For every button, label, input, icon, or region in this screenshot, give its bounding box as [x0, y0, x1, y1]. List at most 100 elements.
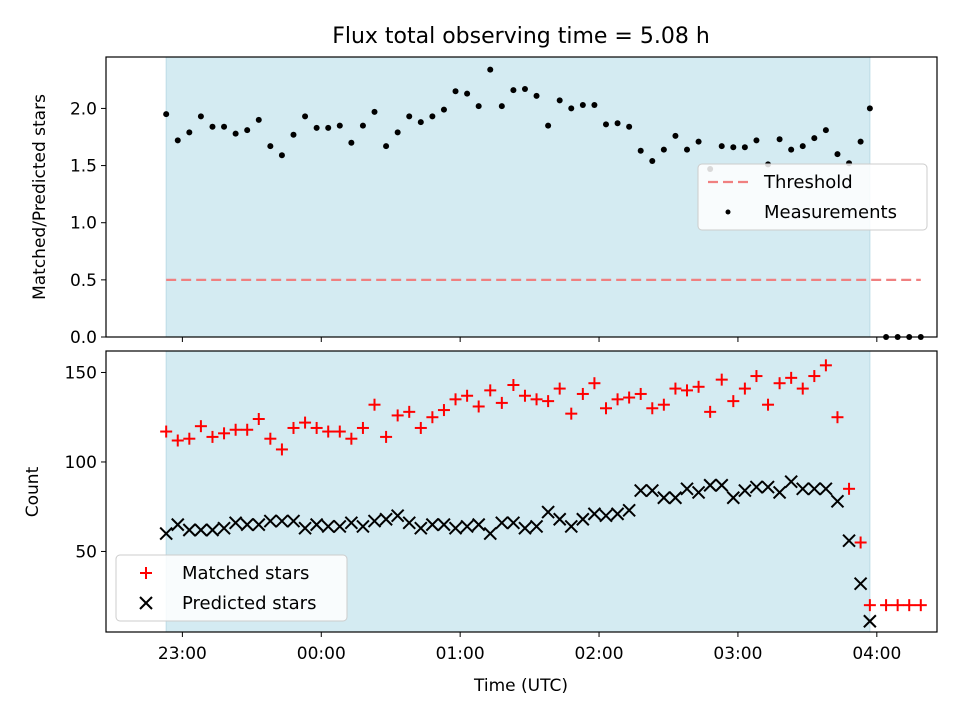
bottom-matched-point [727, 395, 740, 408]
bottom-predicted-point [541, 505, 555, 519]
bottom-matched-point [322, 425, 335, 438]
bottom-x-tick-label: 02:00 [575, 644, 624, 664]
top-subplot: 0.0 0.5 1.0 1.5 2.0 Threshold Measurements [70, 56, 938, 348]
x-axis-label: Time (UTC) [473, 676, 568, 696]
bottom-predicted-point [645, 483, 659, 498]
top-point [232, 130, 239, 137]
bottom-legend-box [115, 554, 348, 622]
top-point [197, 113, 204, 120]
top-point [174, 137, 181, 144]
top-point [776, 136, 783, 143]
bottom-predicted-point [668, 491, 683, 505]
top-point [626, 123, 633, 130]
top-point [209, 123, 216, 130]
top-point [649, 158, 656, 164]
bottom-subplot: 50 100 150 23:00 00:00 01:00 02:00 03:00 04:00 Ma… [65, 350, 938, 664]
top-point [313, 124, 320, 131]
bottom-matched-point [206, 430, 219, 443]
chart-title: Flux total observing time = 5.08 h [332, 24, 710, 49]
bottom-predicted-point [691, 485, 706, 500]
bottom-matched-point [275, 443, 288, 456]
bottom-matched-point [819, 359, 832, 372]
bottom-predicted-point [275, 514, 289, 528]
bottom-predicted-point [749, 480, 764, 494]
bottom-matched-point [565, 407, 578, 420]
top-point [695, 138, 702, 145]
bottom-matched-point [646, 402, 659, 415]
bottom-predicted-point [344, 516, 359, 530]
bottom-matched-point [264, 432, 277, 445]
top-point [244, 127, 251, 134]
top-point [325, 124, 332, 131]
bottom-predicted-point [564, 519, 578, 534]
bottom-predicted-point [309, 517, 324, 532]
top-point [429, 113, 436, 120]
bottom-matched-point [171, 434, 184, 447]
top-point [857, 138, 864, 145]
top-point [556, 97, 563, 104]
bottom-legend-swatch [139, 596, 153, 610]
bottom-matched-point [750, 370, 763, 383]
bottom-predicted-point [506, 516, 521, 530]
bottom-matched-point [484, 384, 497, 397]
top-point [464, 90, 471, 97]
bottom-matched-point [414, 421, 427, 434]
bottom-predicted-point [379, 512, 393, 526]
bottom-matched-point [880, 599, 893, 612]
top-point [718, 143, 725, 150]
bottom-y-tick-label: 50 [75, 542, 97, 562]
bottom-predicted-point [321, 519, 335, 534]
bottom-predicted-point [252, 517, 266, 532]
top-point [498, 103, 505, 110]
bottom-matched-point [854, 536, 867, 549]
bottom-legend-entry: Predicted stars [139, 593, 316, 614]
bottom-predicted-point [171, 517, 185, 532]
bottom-predicted-point [657, 491, 671, 505]
bottom-matched-point [588, 377, 601, 390]
bottom-matched-point [530, 393, 543, 406]
bottom-matched-point [368, 398, 381, 411]
bottom-predicted-point [807, 482, 822, 496]
bottom-predicted-point [680, 482, 694, 496]
top-legend-label: Measurements [764, 202, 897, 223]
top-point [660, 146, 667, 153]
bottom-predicted-point [830, 494, 845, 509]
bottom-predicted-point [599, 508, 613, 523]
bottom-matched-point [903, 599, 916, 612]
bottom-matched-point [762, 398, 775, 411]
bottom-matched-point [194, 420, 207, 433]
bottom-predicted-point [529, 519, 544, 534]
top-legend-entry: Measurements [725, 202, 897, 223]
bottom-matched-point [507, 379, 520, 392]
top-point [348, 139, 355, 146]
bottom-matched-point [333, 425, 346, 438]
top-point [255, 116, 262, 123]
bottom-predicted-point [460, 519, 474, 534]
bottom-matched-point [831, 411, 844, 424]
bottom-matched-point [380, 430, 393, 443]
top-point [834, 151, 841, 158]
bottom-matched-point [634, 387, 647, 400]
top-legend: Threshold Measurements [697, 163, 928, 231]
top-point [811, 135, 818, 142]
bottom-matched-point [229, 423, 242, 436]
bottom-predicted-point [448, 521, 463, 535]
bottom-predicted-point [634, 483, 648, 498]
bottom-predicted-point [356, 519, 370, 534]
bottom-predicted-point [772, 485, 787, 500]
bottom-predicted-point [217, 521, 231, 535]
top-point [730, 144, 737, 151]
bottom-legend-label: Predicted stars [182, 593, 316, 614]
bottom-y-tick-label: 150 [65, 363, 97, 383]
bottom-x-tick-label: 00:00 [297, 644, 346, 664]
bottom-legend: Matched stars Predicted stars [115, 554, 348, 622]
bottom-predicted-point [471, 517, 486, 532]
top-point [452, 88, 459, 95]
bottom-matched-point [218, 427, 231, 440]
top-point [278, 152, 285, 159]
top-point [440, 106, 447, 113]
bottom-matched-point [692, 380, 705, 393]
top-point [672, 132, 679, 139]
top-point [487, 66, 494, 73]
